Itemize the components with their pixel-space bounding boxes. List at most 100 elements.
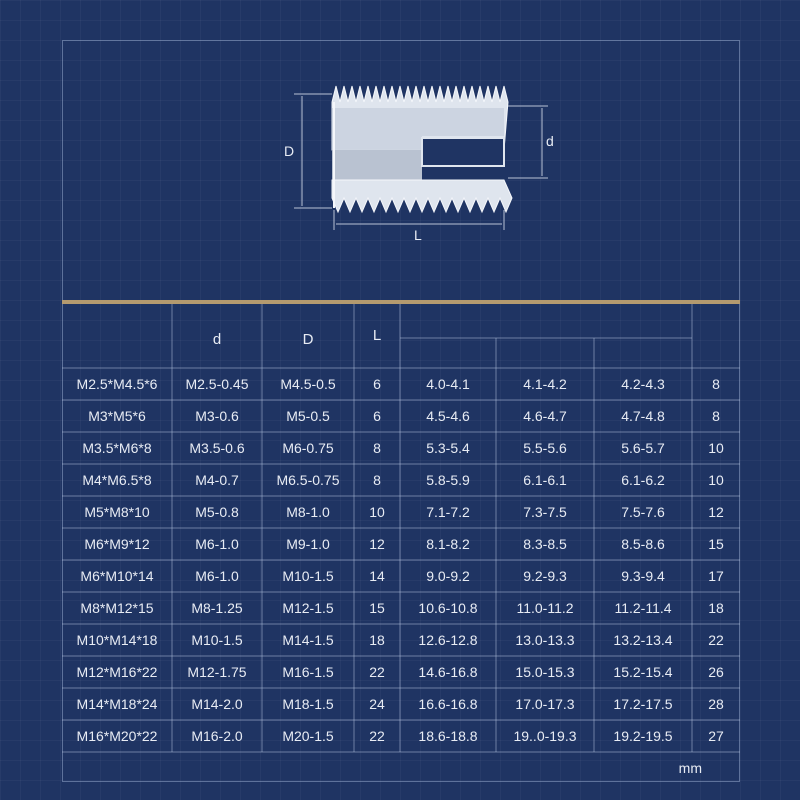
unit-label: mm <box>678 760 702 776</box>
table-cell: M8-1.0 <box>286 504 330 520</box>
table-cell: 19..0-19.3 <box>513 728 577 744</box>
table-cell: M3-0.6 <box>195 408 239 424</box>
table-cell: M5-0.5 <box>286 408 330 424</box>
table-cell: M14-2.0 <box>191 696 243 712</box>
table-cell: 16.6-16.8 <box>418 696 478 712</box>
table-cell: M10-1.5 <box>282 568 334 584</box>
threaded-insert-drawing: D d L <box>284 85 554 243</box>
table-cell: 6 <box>373 408 381 424</box>
table-cell: M12-1.5 <box>282 600 334 616</box>
table-cell: M6-1.0 <box>195 536 239 552</box>
table-cell: M4-0.7 <box>195 472 239 488</box>
table-cell: 12 <box>369 536 385 552</box>
table-cell: 10 <box>708 472 724 488</box>
table-cell: M10*M14*18 <box>76 632 158 648</box>
table-cell: M20-1.5 <box>282 728 334 744</box>
table-cell: 15.0-15.3 <box>515 664 575 680</box>
table-cell: M14*M18*24 <box>76 696 158 712</box>
table-cell: 18 <box>369 632 385 648</box>
table-cell: 11.2-11.4 <box>614 600 672 616</box>
header-cell: L <box>372 327 382 344</box>
table-cell: 8 <box>373 440 381 456</box>
table-cell: 4.5-4.6 <box>426 408 470 424</box>
table-cell: M6-1.0 <box>195 568 239 584</box>
table-cell: M6-0.75 <box>282 440 334 456</box>
table-cell: 14.6-16.8 <box>418 664 478 680</box>
table-cell: 15 <box>369 600 385 616</box>
table-cell: 12 <box>708 504 724 520</box>
table-cell: 22 <box>369 664 385 680</box>
table-cell: 8.1-8.2 <box>426 536 470 552</box>
table-cell: 5.8-5.9 <box>426 472 470 488</box>
table-cell: 6.1-6.2 <box>621 472 665 488</box>
insert-body <box>331 85 513 214</box>
table-cell: 18 <box>708 600 724 616</box>
table-cell: 8 <box>712 376 720 392</box>
header-cell: d <box>212 331 222 348</box>
table-cell: 8 <box>712 408 720 424</box>
insert-diagram: D d L <box>62 40 740 300</box>
table-cell: 10 <box>369 504 385 520</box>
page-frame <box>62 40 740 782</box>
table-cell: M4*M6.5*8 <box>82 472 152 488</box>
table-cell: 17.0-17.3 <box>515 696 575 712</box>
table-cell: M14-1.5 <box>282 632 334 648</box>
table-cell: 24 <box>369 696 385 712</box>
table-cell: M10-1.5 <box>191 632 243 648</box>
table-cell: 9.3-9.4 <box>621 568 665 584</box>
table-cell: M5*M8*10 <box>84 504 150 520</box>
table-cell: 9.2-9.3 <box>523 568 567 584</box>
table-cell: 15.2-15.4 <box>613 664 673 680</box>
table-cell: M12*M16*22 <box>76 664 158 680</box>
table-cell: M2.5*M4.5*6 <box>76 376 158 392</box>
table-cell: 18.6-18.8 <box>418 728 478 744</box>
table-cell: 13.0-13.3 <box>515 632 575 648</box>
table-cell: 9.0-9.2 <box>426 568 470 584</box>
dimension-label-length: L <box>414 227 422 243</box>
header-cell: D <box>302 331 314 348</box>
table-cell: 4.2-4.3 <box>621 376 665 392</box>
table-cell: 22 <box>708 632 724 648</box>
table-cell: 7.1-7.2 <box>426 504 470 520</box>
table-cell: 28 <box>708 696 724 712</box>
table-cell: M3*M5*6 <box>88 408 146 424</box>
table-cell: 22 <box>369 728 385 744</box>
table-cell: M5-0.8 <box>195 504 239 520</box>
table-cell: 14 <box>369 568 385 584</box>
table-cell: 4.6-4.7 <box>523 408 567 424</box>
table-cell: M6*M9*12 <box>84 536 150 552</box>
spec-table: d D L M2.5*M4.5*6 M2.5-0.45 M4.5-0.5 6 4.0-4.1 4… <box>62 304 740 782</box>
table-cell: M6.5-0.75 <box>276 472 340 488</box>
table-cell: 4.0-4.1 <box>426 376 470 392</box>
table-cell: 11.0-11.2 <box>516 600 574 616</box>
table-cell: M3.5*M6*8 <box>82 440 152 456</box>
table-cell: 8 <box>373 472 381 488</box>
table-cell: 8.5-8.6 <box>621 536 665 552</box>
table-cell: 8.3-8.5 <box>523 536 567 552</box>
table-cell: 5.5-5.6 <box>523 440 567 456</box>
table-cell: M16-2.0 <box>191 728 243 744</box>
table-cell: M2.5-0.45 <box>185 376 249 392</box>
dimension-label-inner-diameter: d <box>546 133 554 149</box>
table-cell: M16*M20*22 <box>76 728 158 744</box>
table-cell: 27 <box>708 728 724 744</box>
table-cell: 17 <box>708 568 724 584</box>
table-cell: M8-1.25 <box>191 600 243 616</box>
dimension-label-outer-diameter: D <box>284 143 294 159</box>
table-cell: M3.5-0.6 <box>189 440 245 456</box>
table-cell: 5.3-5.4 <box>426 440 470 456</box>
table-cell: 5.6-5.7 <box>621 440 665 456</box>
table-cell: 12.6-12.8 <box>418 632 478 648</box>
table-cell: M8*M12*15 <box>80 600 154 616</box>
table-cell: 26 <box>708 664 724 680</box>
section-divider <box>62 300 740 304</box>
table-cell: 17.2-17.5 <box>613 696 673 712</box>
table-cell: 15 <box>708 536 724 552</box>
table-cell: 7.3-7.5 <box>523 504 567 520</box>
table-cell: M9-1.0 <box>286 536 330 552</box>
table-cell: 7.5-7.6 <box>621 504 665 520</box>
table-cell: 13.2-13.4 <box>613 632 673 648</box>
table-grid <box>62 304 740 753</box>
table-cell: M12-1.75 <box>187 664 247 680</box>
table-cell: M18-1.5 <box>282 696 334 712</box>
